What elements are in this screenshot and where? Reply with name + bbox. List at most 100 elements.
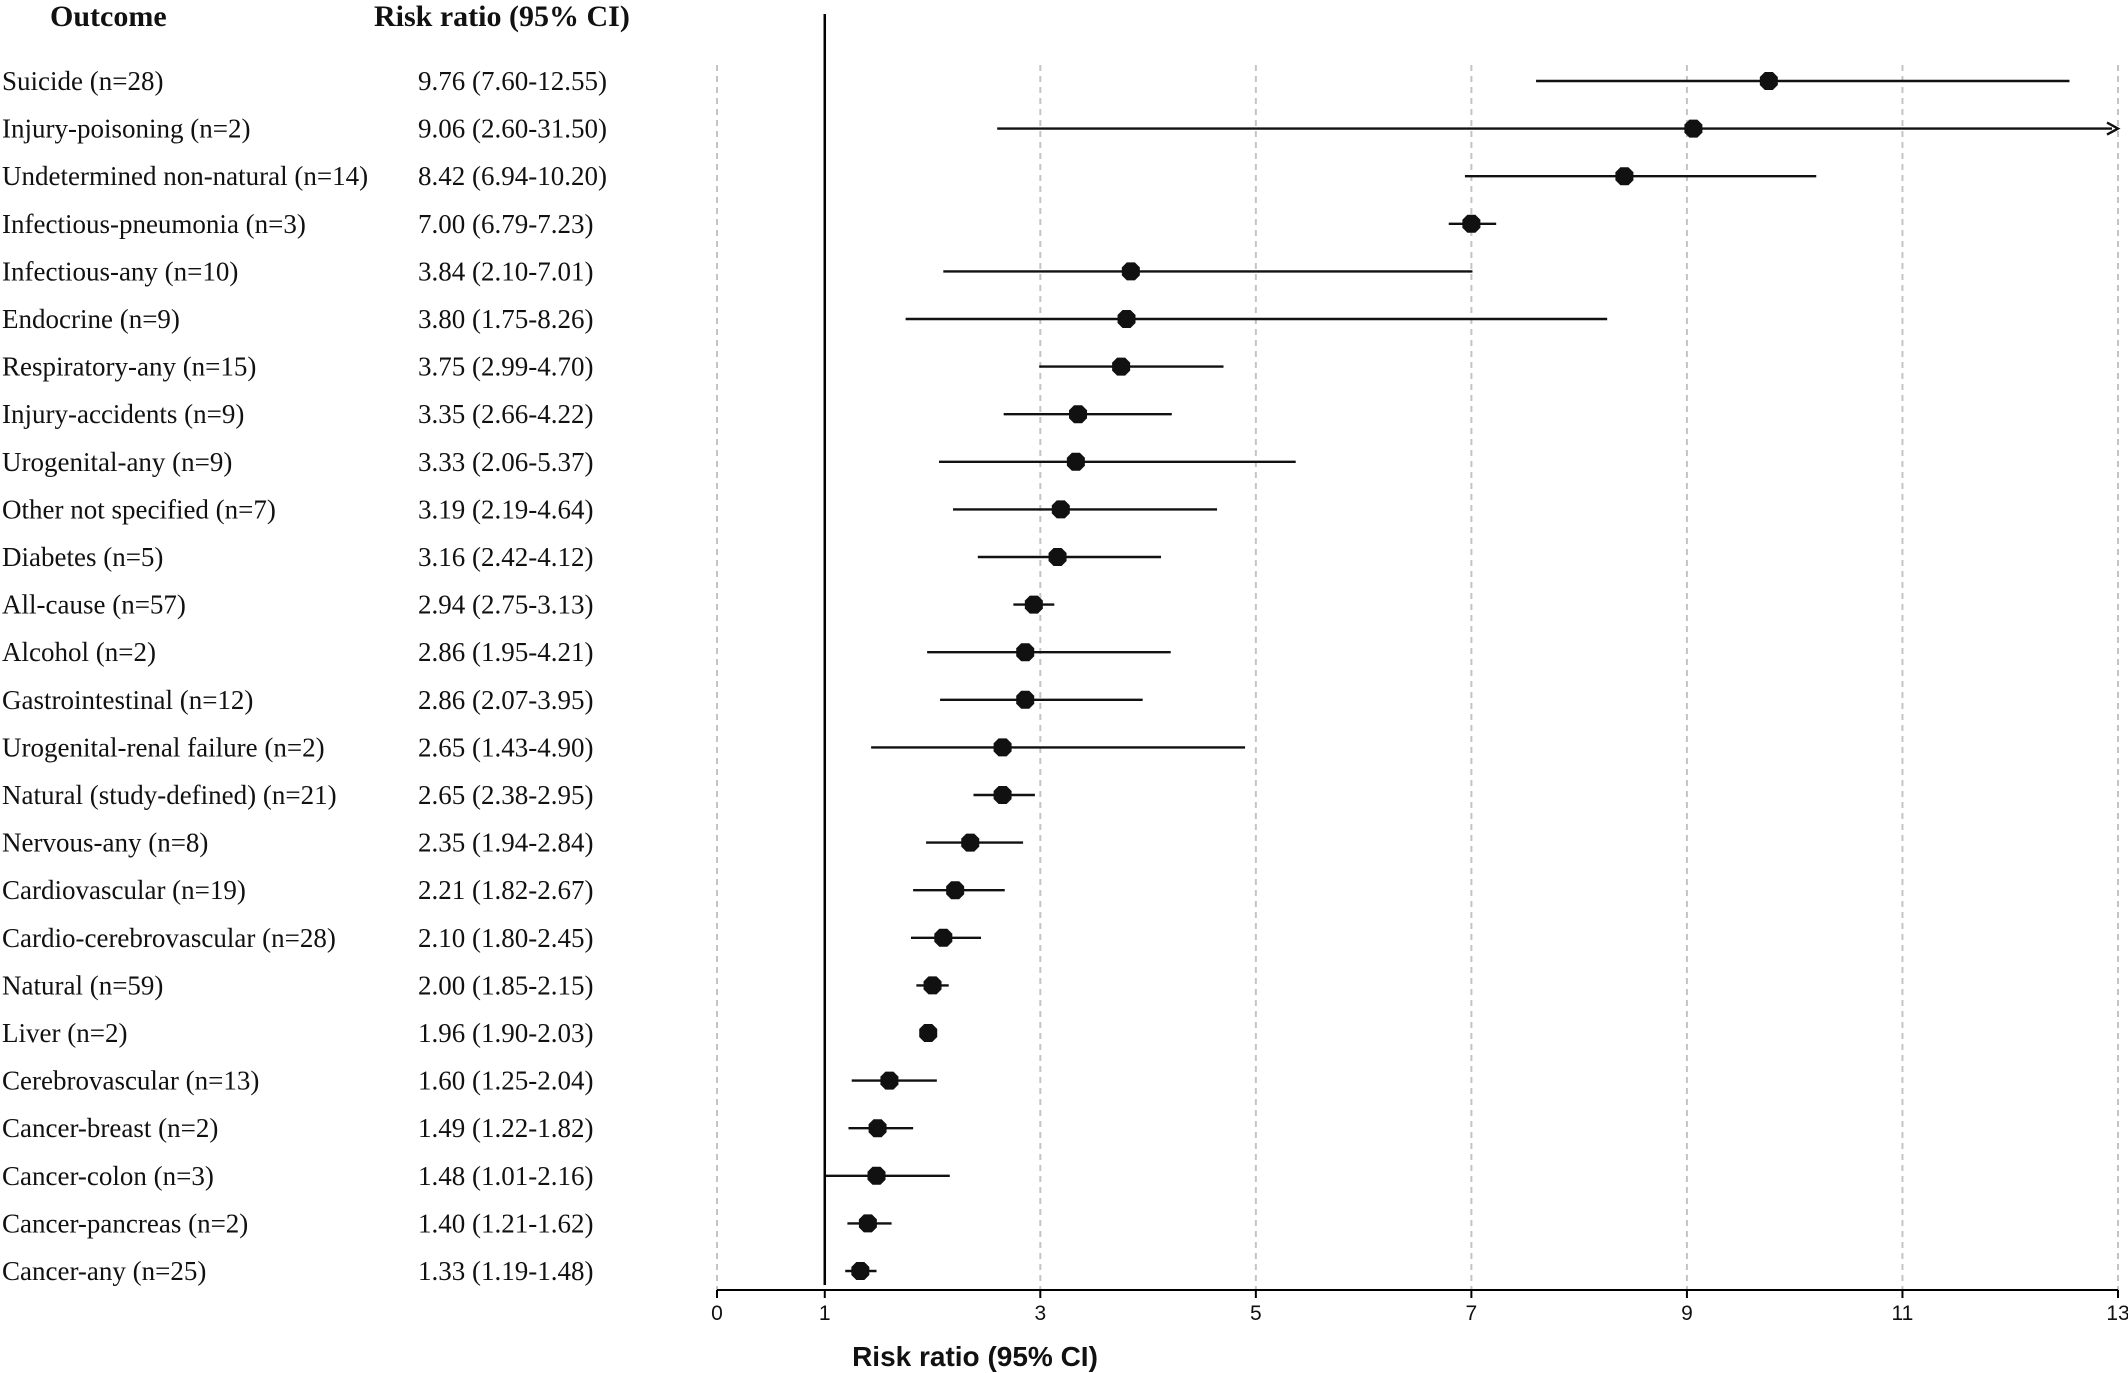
risk-ratio-column-header: Risk ratio (95% CI)	[374, 0, 630, 33]
point-estimate	[993, 786, 1012, 804]
risk-ratio-value: 3.84 (2.10-7.01)	[418, 256, 593, 286]
point-estimate	[868, 1119, 887, 1138]
risk-ratio-value: 1.49 (1.22-1.82)	[418, 1113, 593, 1143]
risk-ratio-value: 1.48 (1.01-2.16)	[418, 1161, 593, 1191]
x-axis: 0 1 3 5 7 9 11 13	[711, 14, 2128, 1325]
outcome-label: Cancer-any (n=25)	[2, 1256, 206, 1286]
x-tick-label: 1	[819, 1302, 831, 1325]
x-axis-title: Risk ratio (95% CI)	[852, 1341, 1098, 1372]
point-estimate	[934, 928, 953, 947]
risk-ratio-value: 1.33 (1.19-1.48)	[418, 1256, 593, 1286]
point-estimate	[1759, 72, 1778, 90]
forest-row: Urogenital-any (n=9) 3.33 (2.06-5.37)	[2, 447, 1296, 477]
outcome-label: Natural (study-defined) (n=21)	[2, 780, 337, 810]
risk-ratio-value: 2.86 (1.95-4.21)	[418, 637, 593, 667]
forest-row: Injury-accidents (n=9) 3.35 (2.66-4.22)	[2, 399, 1172, 429]
risk-ratio-value: 3.19 (2.19-4.64)	[418, 494, 593, 524]
point-estimate	[923, 976, 942, 995]
forest-row: Liver (n=2) 1.96 (1.90-2.03)	[2, 1018, 938, 1048]
forest-row: Natural (study-defined) (n=21) 2.65 (2.38…	[2, 780, 1035, 810]
x-tick-label: 5	[1250, 1302, 1262, 1325]
point-estimate	[1016, 690, 1035, 709]
forest-row: Injury-poisoning (n=2) 9.06 (2.60-31.50)	[2, 114, 2121, 144]
outcome-label: Liver (n=2)	[2, 1018, 127, 1048]
outcome-column-header: Outcome	[50, 0, 167, 33]
outcome-label: Infectious-any (n=10)	[2, 256, 238, 286]
point-estimate	[993, 738, 1012, 757]
outcome-label: Gastrointestinal (n=12)	[2, 685, 253, 715]
point-estimate	[1069, 405, 1088, 424]
forest-row: Diabetes (n=5) 3.16 (2.42-4.12)	[2, 542, 1162, 572]
risk-ratio-value: 2.35 (1.94-2.84)	[418, 828, 593, 858]
risk-ratio-value: 9.06 (2.60-31.50)	[418, 114, 607, 144]
risk-ratio-value: 3.75 (2.99-4.70)	[418, 352, 593, 382]
outcome-label: Nervous-any (n=8)	[2, 828, 208, 858]
outcome-label: Cancer-colon (n=3)	[2, 1161, 214, 1191]
point-estimate	[880, 1071, 899, 1090]
forest-row: Cancer-colon (n=3) 1.48 (1.01-2.16)	[2, 1161, 950, 1191]
forest-row: All-cause (n=57) 2.94 (2.75-3.13)	[2, 590, 1055, 620]
outcome-label: Undetermined non-natural (n=14)	[2, 161, 368, 191]
risk-ratio-value: 1.40 (1.21-1.62)	[418, 1208, 593, 1238]
point-estimate	[1016, 643, 1035, 662]
risk-ratio-value: 2.21 (1.82-2.67)	[418, 875, 593, 905]
outcome-label: Suicide (n=28)	[2, 66, 163, 96]
risk-ratio-value: 2.94 (2.75-3.13)	[418, 590, 593, 620]
forest-row: Gastrointestinal (n=12) 2.86 (2.07-3.95)	[2, 685, 1143, 715]
point-estimate	[1121, 262, 1140, 281]
point-estimate	[851, 1262, 870, 1280]
forest-row: Cancer-pancreas (n=2) 1.40 (1.21-1.62)	[2, 1208, 892, 1238]
risk-ratio-value: 9.76 (7.60-12.55)	[418, 66, 607, 96]
risk-ratio-value: 2.65 (2.38-2.95)	[418, 780, 593, 810]
outcome-label: Urogenital-renal failure (n=2)	[2, 732, 325, 762]
outcome-label: Cardio-cerebrovascular (n=28)	[2, 923, 336, 953]
forest-row: Urogenital-renal failure (n=2) 2.65 (1.43…	[2, 732, 1246, 762]
x-tick-label: 0	[711, 1302, 723, 1325]
forest-row: Undetermined non-natural (n=14) 8.42 (6.9…	[2, 161, 1817, 191]
forest-row: Cardio-cerebrovascular (n=28) 2.10 (1.80-…	[2, 923, 982, 953]
point-estimate	[1684, 119, 1703, 138]
point-estimate	[1024, 595, 1043, 614]
point-estimate	[1051, 500, 1070, 519]
grid-lines	[716, 65, 2119, 1290]
outcome-label: Cardiovascular (n=19)	[2, 875, 246, 905]
point-estimate	[961, 833, 980, 852]
forest-row: Nervous-any (n=8) 2.35 (1.94-2.84)	[2, 828, 1024, 858]
forest-row: Cardiovascular (n=19) 2.21 (1.82-2.67)	[2, 875, 1005, 905]
point-estimate	[867, 1166, 886, 1185]
risk-ratio-value: 1.60 (1.25-2.04)	[418, 1066, 593, 1096]
forest-row: Endocrine (n=9) 3.80 (1.75-8.26)	[2, 304, 1608, 334]
point-estimate	[1048, 548, 1067, 566]
forest-row: Cancer-breast (n=2) 1.49 (1.22-1.82)	[2, 1113, 914, 1143]
risk-ratio-value: 1.96 (1.90-2.03)	[418, 1018, 593, 1048]
forest-row: Other not specified (n=7) 3.19 (2.19-4.64…	[2, 494, 1218, 524]
point-estimate	[1462, 214, 1481, 233]
risk-ratio-value: 2.65 (1.43-4.90)	[418, 732, 593, 762]
outcome-label: Infectious-pneumonia (n=3)	[2, 209, 306, 239]
x-tick-label: 13	[2106, 1302, 2128, 1325]
forest-row: Cancer-any (n=25) 1.33 (1.19-1.48)	[2, 1256, 877, 1286]
forest-rows: Suicide (n=28) 9.76 (7.60-12.55) Injury-po…	[2, 66, 2121, 1286]
risk-ratio-value: 3.80 (1.75-8.26)	[418, 304, 593, 334]
x-tick-label: 11	[1892, 1302, 1914, 1325]
forest-row: Infectious-any (n=10) 3.84 (2.10-7.01)	[2, 256, 1473, 286]
risk-ratio-value: 3.33 (2.06-5.37)	[418, 447, 593, 477]
risk-ratio-value: 3.35 (2.66-4.22)	[418, 399, 593, 429]
forest-row: Cerebrovascular (n=13) 1.60 (1.25-2.04)	[2, 1066, 937, 1096]
forest-row: Natural (n=59) 2.00 (1.85-2.15)	[2, 970, 949, 1000]
outcome-label: Alcohol (n=2)	[2, 637, 156, 667]
x-tick-label: 9	[1681, 1302, 1693, 1325]
outcome-label: Natural (n=59)	[2, 970, 163, 1000]
point-estimate	[919, 1024, 938, 1042]
point-estimate	[1112, 357, 1131, 376]
outcome-label: Cerebrovascular (n=13)	[2, 1066, 259, 1096]
forest-row: Respiratory-any (n=15) 3.75 (2.99-4.70)	[2, 352, 1224, 382]
risk-ratio-value: 2.00 (1.85-2.15)	[418, 970, 593, 1000]
outcome-label: Cancer-breast (n=2)	[2, 1113, 218, 1143]
outcome-label: Injury-accidents (n=9)	[2, 399, 244, 429]
x-tick-label: 3	[1034, 1302, 1046, 1325]
risk-ratio-value: 7.00 (6.79-7.23)	[418, 209, 593, 239]
point-estimate	[1117, 310, 1136, 328]
outcome-label: Diabetes (n=5)	[2, 542, 163, 572]
